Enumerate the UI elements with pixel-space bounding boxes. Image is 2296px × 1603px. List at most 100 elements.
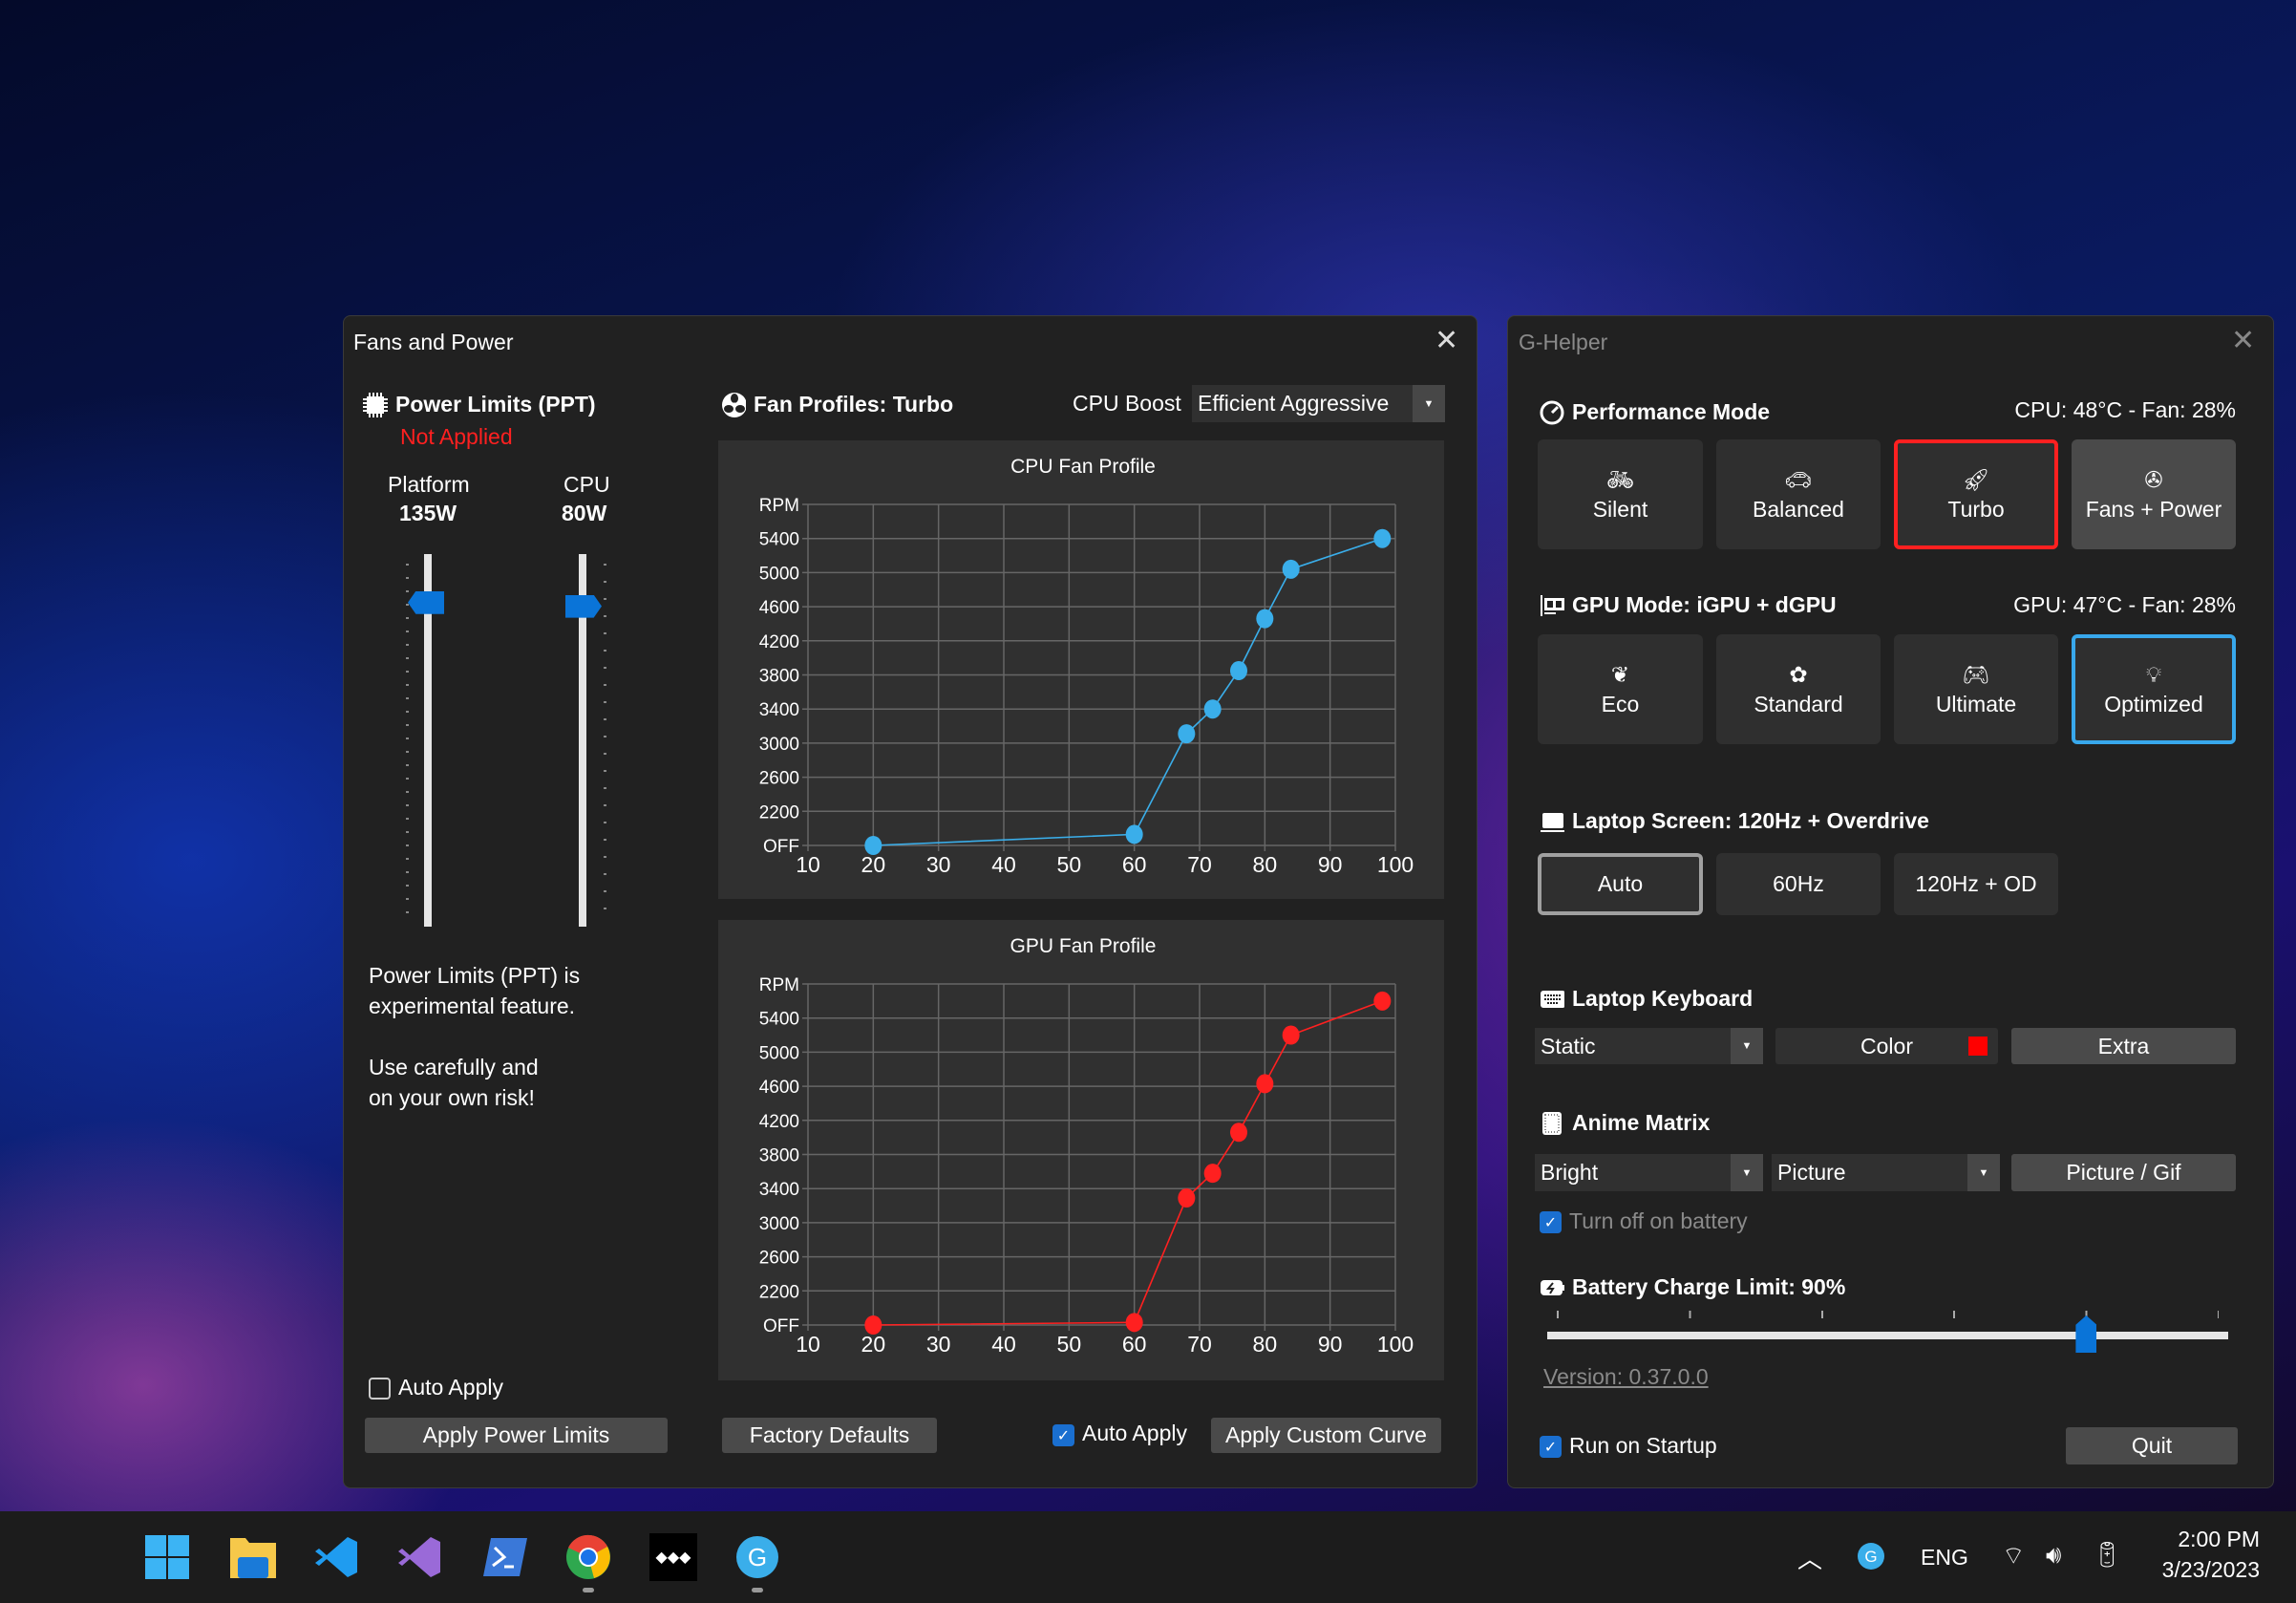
clock-time[interactable]: 2:00 PM	[2178, 1527, 2260, 1551]
quit-button[interactable]: Quit	[2066, 1427, 2238, 1464]
gpu-fan-chart[interactable]: GPU Fan Profile 10 20 30 40 50 60 70 80 90 100 OFF 2…	[718, 920, 1444, 1380]
keyboard-extra-button[interactable]: Extra	[2011, 1028, 2236, 1064]
battery-limit-slider[interactable]	[1547, 1309, 2228, 1357]
gpu-mode-header: GPU Mode: iGPU + dGPU	[1540, 592, 1837, 618]
data-point[interactable]	[1230, 1122, 1247, 1143]
ghelper-icon[interactable]: G	[733, 1533, 781, 1581]
performance-mode-header: Performance Mode	[1540, 399, 1770, 425]
chip-icon	[363, 392, 388, 417]
picture-gif-button[interactable]: Picture / Gif	[2011, 1154, 2236, 1191]
start-icon[interactable]	[143, 1533, 191, 1581]
anime-brightness-select[interactable]: Bright ▼	[1535, 1154, 1763, 1191]
visual-studio-icon[interactable]	[396, 1533, 444, 1581]
cpu-boost-select[interactable]: Efficient Aggressive ▼	[1192, 385, 1445, 422]
platform-slider[interactable]	[401, 554, 458, 927]
x-tick-label: 10	[796, 1332, 820, 1357]
car-icon: 🚗︎	[1784, 466, 1813, 492]
slider-ticks	[1557, 1311, 2219, 1318]
data-point[interactable]	[1230, 661, 1247, 681]
data-point[interactable]	[1178, 724, 1196, 744]
ppt-warning: on your own risk!	[369, 1085, 535, 1110]
laptop-screen-header: Laptop Screen: 120Hz + Overdrive	[1540, 808, 1929, 834]
mode-balanced-button[interactable]: 🚗︎ Balanced	[1716, 439, 1881, 549]
data-point[interactable]	[864, 1315, 882, 1335]
y-tick-label: RPM	[759, 496, 799, 516]
chart-svg: CPU Fan Profile 10 20 30 40 50 60 70 80 90 100 OFF 2…	[759, 456, 1414, 877]
chrome-icon[interactable]	[564, 1533, 612, 1581]
slider-thumb[interactable]	[565, 594, 602, 618]
mode-label: Silent	[1592, 496, 1648, 522]
data-point[interactable]	[1373, 528, 1392, 548]
mode-turbo-button[interactable]: 🚀︎ Turbo	[1894, 439, 2058, 549]
turn-off-on-battery-checkbox[interactable]: ✓	[1540, 1211, 1562, 1233]
close-icon[interactable]: ✕	[2231, 325, 2256, 356]
chart-svg: GPU Fan Profile 10 20 30 40 50 60 70 80 90 100 OFF 2…	[759, 935, 1414, 1357]
slider-ticks	[406, 564, 409, 922]
tray-overflow-chevron-icon[interactable]: ︿	[1797, 1545, 1823, 1573]
battery-icon[interactable]: 🔋︎	[2092, 1540, 2124, 1569]
gpu-standard-button[interactable]: ✿ Standard	[1716, 634, 1881, 744]
cpu-slider[interactable]	[563, 554, 621, 927]
apply-power-limits-button[interactable]: Apply Power Limits	[365, 1418, 668, 1453]
data-point[interactable]	[1256, 1074, 1274, 1094]
gpu-ultimate-button[interactable]: 🎮︎ Ultimate	[1894, 634, 2058, 744]
gpu-eco-button[interactable]: ❦ Eco	[1538, 634, 1703, 744]
vscode-icon[interactable]	[313, 1533, 361, 1581]
volume-icon[interactable]: 🔊︎	[2046, 1540, 2062, 1569]
gpu-optimized-button[interactable]: 💡︎ Optimized	[2072, 634, 2236, 744]
laptop-screen-title: Laptop Screen: 120Hz + Overdrive	[1572, 808, 1929, 833]
y-tick-label: 5400	[759, 1010, 799, 1030]
anime-mode-select[interactable]: Picture ▼	[1772, 1154, 2000, 1191]
wifi-icon[interactable]: ⌔	[2002, 1541, 2026, 1570]
series-line	[873, 1000, 1383, 1326]
battery-charging-icon	[1540, 1275, 1564, 1300]
version-link[interactable]: Version: 0.37.0.0	[1543, 1364, 1709, 1389]
powershell-icon[interactable]	[481, 1533, 529, 1581]
data-point[interactable]	[1256, 609, 1274, 629]
data-point[interactable]	[1178, 1188, 1196, 1208]
slider-thumb[interactable]	[408, 590, 444, 614]
tidal-icon[interactable]: ◆◆◆	[649, 1533, 697, 1581]
fan-profiles-header: Fan Profiles: Turbo	[721, 392, 953, 417]
power-auto-apply-checkbox[interactable]	[369, 1378, 391, 1400]
keyboard-color-button[interactable]: Color	[1775, 1028, 1998, 1064]
data-point[interactable]	[1282, 559, 1300, 579]
fan-auto-apply-checkbox[interactable]: ✓	[1052, 1424, 1074, 1446]
keyboard-mode-select[interactable]: Static ▼	[1535, 1028, 1763, 1064]
data-point[interactable]	[1125, 1313, 1143, 1333]
data-point[interactable]	[1203, 699, 1222, 719]
fan-profiles-title: Fan Profiles: Turbo	[754, 392, 954, 417]
x-tick-label: 60	[1122, 1332, 1147, 1357]
data-point[interactable]	[1203, 1164, 1222, 1184]
clock-date[interactable]: 3/23/2023	[2161, 1557, 2260, 1582]
mode-silent-button[interactable]: 🚲︎ Silent	[1538, 439, 1703, 549]
data-point[interactable]	[1282, 1025, 1300, 1045]
data-point[interactable]	[1373, 991, 1392, 1011]
not-applied-status: Not Applied	[400, 424, 513, 449]
chart-title: CPU Fan Profile	[1010, 456, 1156, 478]
data-point[interactable]	[1125, 824, 1143, 844]
select-value: Bright	[1541, 1160, 1599, 1185]
y-tick-label: 4200	[759, 632, 799, 652]
cpu-boost-label: CPU Boost	[1073, 391, 1181, 416]
screen-120hz-od-button[interactable]: 120Hz + OD	[1894, 853, 2058, 915]
fan-icon: ✇	[2144, 466, 2163, 492]
y-tick-label: 3000	[759, 735, 799, 755]
cpu-fan-chart[interactable]: CPU Fan Profile 10 20 30 40 50 60 70 80 90 100 OFF 2…	[718, 440, 1444, 899]
language-indicator[interactable]: ENG	[1921, 1545, 1968, 1570]
factory-defaults-button[interactable]: Factory Defaults	[722, 1418, 937, 1453]
button-label: Color	[1860, 1033, 1913, 1058]
tray-ghelper-icon[interactable]: G	[1857, 1542, 1885, 1571]
run-on-startup-checkbox[interactable]: ✓	[1540, 1436, 1562, 1458]
screen-auto-button[interactable]: Auto	[1538, 853, 1703, 915]
button-label: Auto	[1597, 871, 1644, 896]
platform-label: Platform	[388, 472, 470, 497]
fans-power-button[interactable]: ✇ Fans + Power	[2072, 439, 2236, 549]
file-explorer-icon[interactable]	[229, 1533, 277, 1581]
data-point[interactable]	[864, 836, 882, 855]
bicycle-icon: 🚲︎	[1605, 466, 1635, 492]
slider-thumb[interactable]	[2075, 1315, 2097, 1353]
close-icon[interactable]: ✕	[1435, 325, 1459, 356]
screen-60hz-button[interactable]: 60Hz	[1716, 853, 1881, 915]
apply-custom-curve-button[interactable]: Apply Custom Curve	[1211, 1418, 1441, 1453]
